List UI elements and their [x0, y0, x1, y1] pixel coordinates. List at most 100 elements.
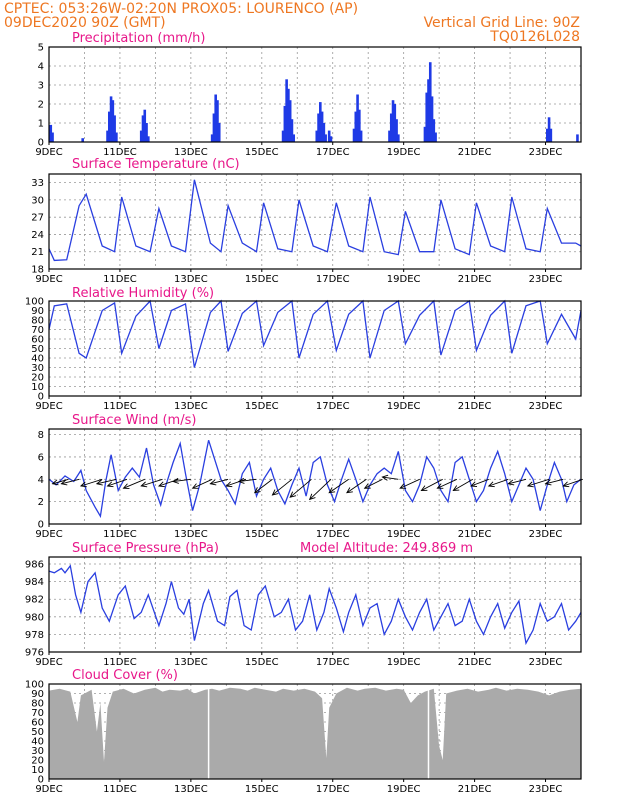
precip-bar: [319, 102, 322, 142]
pressure-panel: 976 978 980 982 984 986 9DEC 11DEC 13DEC 15DEC 17D…: [25, 556, 582, 668]
precip-bar: [320, 111, 324, 142]
y-tick-label: 8: [38, 430, 44, 441]
header-datetime: 09DEC2020 90Z (GMT): [4, 15, 166, 31]
y-tick-label: 978: [25, 630, 44, 641]
y-tick-label: 60: [31, 335, 44, 346]
precip-bar: [427, 79, 430, 142]
wind-arrow-head: [363, 483, 371, 489]
precip-bar: [217, 123, 221, 142]
precip-bar: [216, 100, 219, 142]
y-tick-label: 18: [31, 265, 44, 276]
precip-bar: [395, 119, 398, 142]
precip-bar: [547, 117, 551, 142]
x-tick-label: 13DEC: [174, 274, 208, 285]
y-tick-label: 90: [31, 306, 44, 317]
temperature-title: Surface Temperature (nC): [72, 157, 240, 172]
y-tick-label: 1: [38, 119, 44, 130]
y-tick-label: 20: [31, 756, 44, 767]
wind-arrow: [238, 478, 257, 482]
wind-arrow-head: [562, 481, 570, 488]
y-tick-label: 5: [38, 43, 44, 54]
wind-arrow: [527, 478, 550, 487]
precip-bar: [147, 136, 150, 142]
precip-bar: [358, 109, 361, 142]
wind-arrow-head: [122, 483, 130, 489]
wind-vectors: [51, 474, 583, 501]
x-tick-label: 19DEC: [387, 147, 421, 158]
x-tick-label: 21DEC: [458, 529, 492, 540]
x-tick-label: 21DEC: [458, 274, 492, 285]
precip-bar: [434, 132, 437, 142]
wind-arrow: [96, 478, 117, 485]
wind-arrow-head: [191, 483, 199, 489]
panel-frame: [48, 300, 582, 397]
x-tick-label: 19DEC: [387, 274, 421, 285]
y-tick-label: 80: [31, 316, 44, 327]
header-location: CPTEC: 053:26W-02:20N PROX05: LOURENCO (…: [4, 1, 358, 17]
series-line: [48, 179, 582, 262]
y-tick-label: 30: [31, 746, 44, 757]
x-tick-label: 15DEC: [245, 529, 279, 540]
wind-arrow: [289, 478, 312, 498]
panel-frame: [48, 556, 582, 653]
precip-bar: [428, 62, 432, 143]
series-line: [48, 440, 582, 519]
y-tick-label: 4: [38, 475, 44, 486]
y-tick-label: 60: [31, 718, 44, 729]
y-tick-label: 80: [31, 699, 44, 710]
precip-bar: [393, 104, 397, 142]
x-tick-label: 23DEC: [529, 529, 563, 540]
panel-frame: [48, 683, 582, 780]
x-tick-label: 9DEC: [35, 274, 62, 285]
wind-arrow: [399, 478, 420, 489]
wind-arrow: [141, 478, 163, 487]
wind-arrow: [508, 478, 527, 485]
x-tick-label: 21DEC: [458, 147, 492, 158]
y-tick-label: 70: [31, 708, 44, 719]
x-tick-label: 23DEC: [529, 401, 563, 412]
wind-arrow: [309, 478, 332, 500]
y-tick-label: 10: [31, 765, 44, 776]
precip-bar: [115, 132, 118, 142]
precip-bar: [141, 115, 145, 142]
y-tick-label: 21: [31, 247, 44, 258]
wind-arrow: [488, 478, 509, 487]
wind-arrow-head: [436, 483, 444, 489]
x-tick-label: 9DEC: [35, 401, 62, 412]
y-tick-label: 0: [38, 392, 44, 403]
x-tick-label: 11DEC: [103, 529, 137, 540]
x-tick-label: 17DEC: [316, 274, 350, 285]
wind-arrow: [123, 478, 145, 489]
precip-bar: [145, 123, 148, 142]
wind-arrow-head: [106, 481, 114, 488]
x-tick-label: 9DEC: [35, 529, 62, 540]
wind-arrow-head: [452, 485, 460, 491]
y-tick-label: 984: [25, 577, 44, 588]
wind-arrow-head: [544, 479, 552, 486]
y-tick-label: 980: [25, 612, 44, 623]
y-tick-label: 70: [31, 325, 44, 336]
x-tick-label: 17DEC: [316, 657, 350, 668]
model-altitude: Model Altitude: 249.869 m: [300, 541, 473, 556]
y-tick-label: 3: [38, 81, 44, 92]
x-tick-label: 19DEC: [387, 401, 421, 412]
wind-arrow-head: [51, 479, 59, 486]
wind-arrow: [192, 478, 213, 489]
precip-bar: [576, 134, 579, 142]
precip-bar: [388, 130, 391, 142]
y-tick-label: 20: [31, 373, 44, 384]
wind-arrow-head: [79, 481, 87, 488]
x-tick-label: 15DEC: [245, 401, 279, 412]
panel-frame: [48, 173, 582, 270]
x-tick-label: 13DEC: [174, 401, 208, 412]
x-tick-label: 19DEC: [387, 529, 421, 540]
wind-arrow: [254, 478, 273, 494]
x-tick-label: 11DEC: [103, 401, 137, 412]
wind-arrow: [453, 478, 474, 491]
precip-bar: [107, 111, 111, 142]
pressure-title: Surface Pressure (hPa): [72, 541, 219, 556]
y-tick-label: 27: [31, 213, 44, 224]
wind-arrow: [382, 476, 399, 480]
wind-arrow-head: [271, 489, 279, 496]
